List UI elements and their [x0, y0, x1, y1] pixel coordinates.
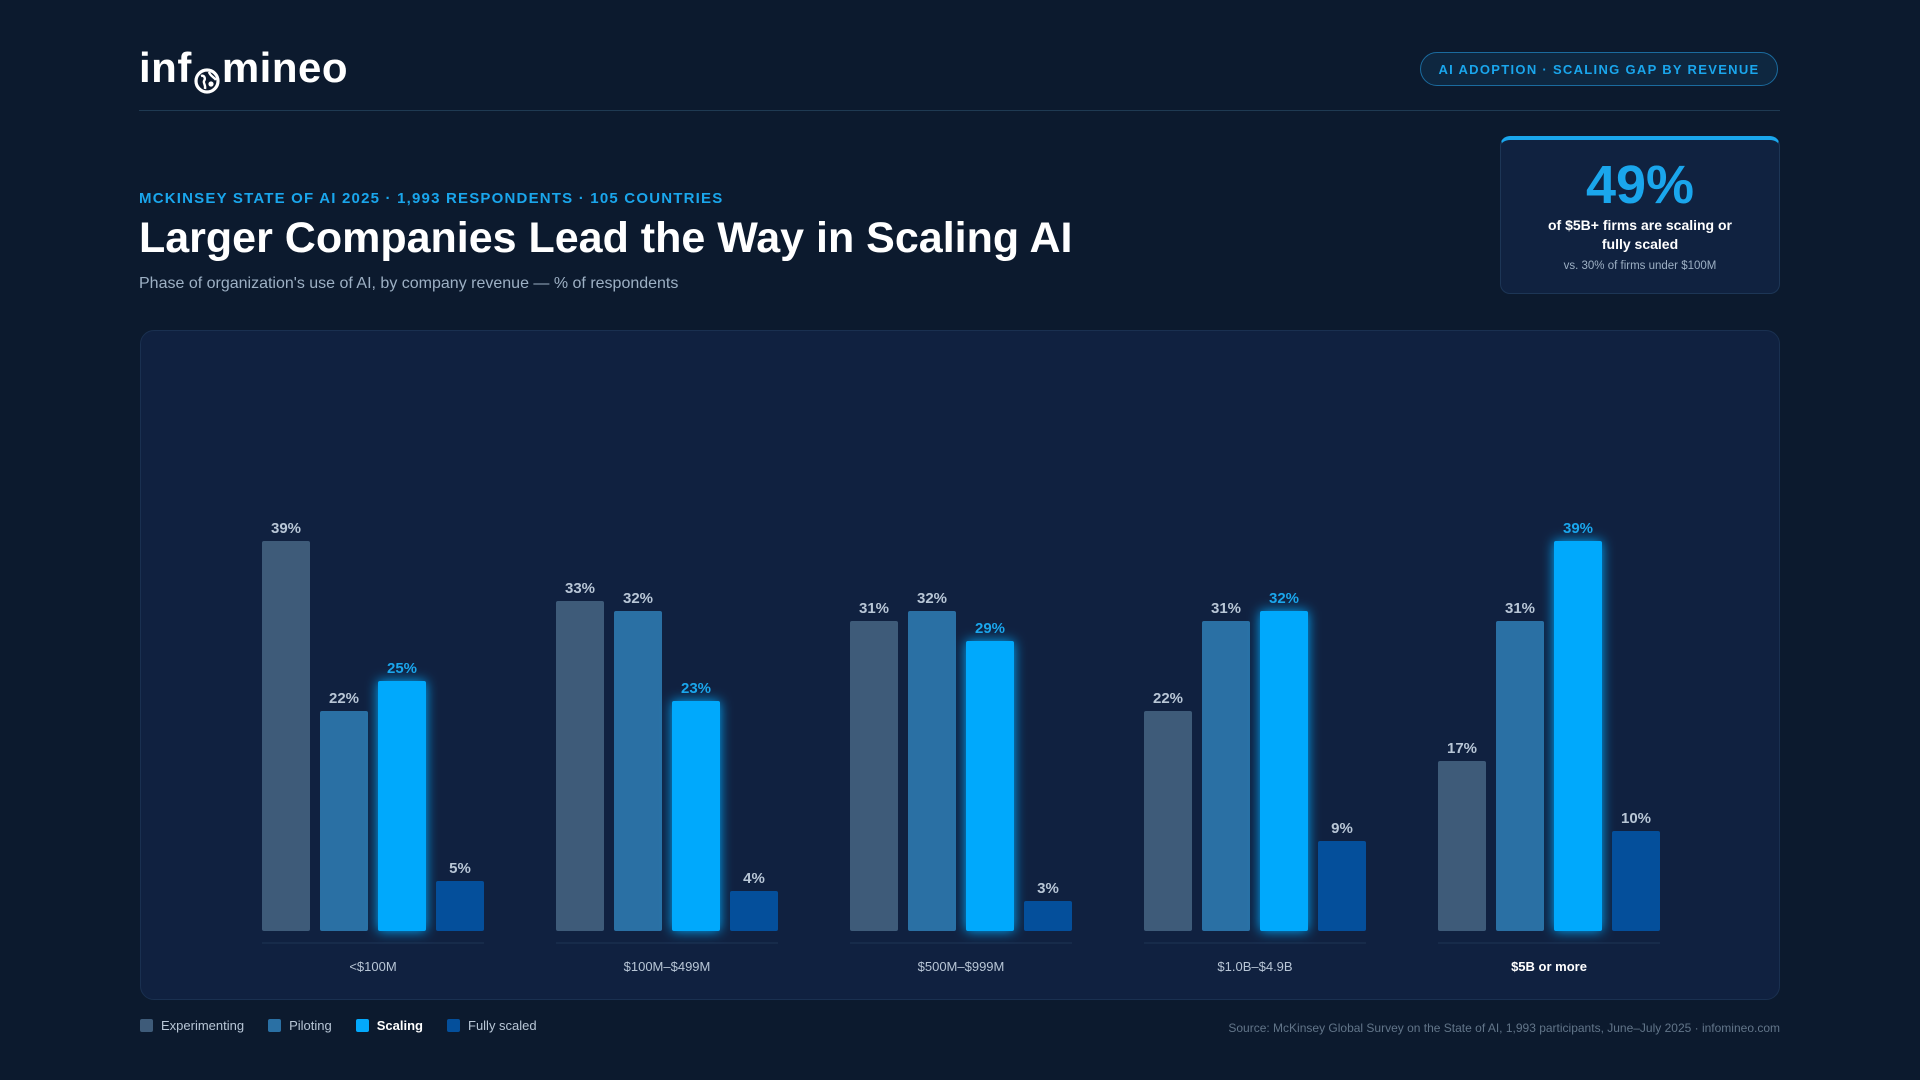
bar-experimenting	[1144, 711, 1192, 931]
legend-item-scaling: Scaling	[355, 1018, 423, 1033]
legend-swatch	[447, 1019, 460, 1032]
bar-experimenting	[1438, 761, 1486, 931]
category-label: <$100M	[349, 959, 396, 974]
bar-chart: 39% 22% 25% 5% <$100M 33% 32% 23% 4% $100M–$499M 3…	[262, 520, 1660, 974]
bar-value-label: 4%	[743, 870, 765, 887]
legend-label: Piloting	[289, 1018, 332, 1033]
kicker: MCKINSEY STATE OF AI 2025 · 1,993 RESPON…	[139, 190, 724, 207]
bar-value-label: 10%	[1621, 810, 1651, 827]
bar-value-label: 39%	[271, 520, 301, 537]
bar-fully-scaled	[436, 881, 484, 931]
globe-icon	[193, 57, 221, 94]
bar-piloting	[1202, 621, 1250, 931]
stat-value: 49%	[1585, 155, 1695, 215]
bar-piloting	[908, 611, 956, 931]
bar-fully-scaled	[1318, 841, 1366, 931]
infomineo-logo[interactable]: inf mineo	[139, 44, 348, 94]
bar-fully-scaled	[730, 891, 778, 931]
legend-swatch	[140, 1019, 153, 1032]
bar-scaling	[1554, 541, 1602, 931]
legend-label: Experimenting	[161, 1018, 245, 1033]
source-note: Source: McKinsey Global Survey on the St…	[1228, 1021, 1780, 1035]
legend-label: Fully scaled	[468, 1018, 537, 1033]
category-label: $1.0B–$4.9B	[1217, 959, 1292, 974]
logo-text-left: inf	[139, 44, 192, 91]
bar-value-label: 32%	[1269, 590, 1299, 607]
legend-item-fully-scaled: Fully scaled	[447, 1018, 537, 1033]
stat-label: of $5B+ firms are scaling or fully scale…	[1547, 217, 1733, 252]
legend-swatch	[355, 1019, 369, 1032]
bar-piloting	[614, 611, 662, 931]
bar-value-label: 9%	[1331, 820, 1353, 837]
bar-value-label: 17%	[1447, 740, 1477, 757]
bar-value-label: 23%	[681, 680, 711, 697]
legend-item-experimenting: Experimenting	[140, 1018, 244, 1033]
stat-note: vs. 30% of firms under $100M	[1563, 260, 1717, 272]
stat-card: 49% of $5B+ firms are scaling or fully s…	[1500, 136, 1780, 294]
topic-tag: AI ADOPTION · SCALING GAP BY REVENUE	[1420, 52, 1778, 86]
bar-value-label: 22%	[329, 690, 359, 707]
category-label: $100M–$499M	[624, 959, 711, 974]
bar-value-label: 32%	[623, 590, 653, 607]
bar-value-label: 39%	[1563, 520, 1593, 537]
bar-scaling	[378, 681, 426, 931]
page-subtitle: Phase of organization's use of AI, by co…	[139, 275, 679, 292]
bar-experimenting	[262, 541, 310, 931]
bar-value-label: 32%	[917, 590, 947, 607]
page-title: Larger Companies Lead the Way in Scaling…	[139, 214, 1073, 262]
bar-value-label: 31%	[1211, 600, 1241, 617]
logo-text-right: mineo	[221, 44, 348, 91]
category-label: $5B or more	[1511, 959, 1587, 974]
legend-item-piloting: Piloting	[268, 1018, 332, 1033]
bar-value-label: 31%	[859, 600, 889, 617]
bar-scaling	[966, 641, 1014, 931]
bar-scaling	[1260, 611, 1308, 931]
chart-legend: Experimenting Piloting Scaling Fully scaled	[140, 1018, 537, 1033]
bar-value-label: 31%	[1505, 600, 1535, 617]
bar-fully-scaled	[1612, 831, 1660, 931]
bar-scaling	[672, 701, 720, 931]
bar-fully-scaled	[1024, 901, 1072, 931]
bar-value-label: 22%	[1153, 690, 1183, 707]
legend-label: Scaling	[376, 1018, 423, 1033]
chart-panel: 39% 22% 25% 5% <$100M 33% 32% 23% 4% $100M–$499M 3…	[140, 330, 1780, 1000]
bar-value-label: 29%	[975, 620, 1005, 637]
bar-value-label: 25%	[387, 660, 417, 677]
bar-experimenting	[850, 621, 898, 931]
bar-value-label: 3%	[1037, 880, 1059, 897]
header-divider	[139, 110, 1780, 111]
bar-experimenting	[556, 601, 604, 931]
bar-piloting	[1496, 621, 1544, 931]
bar-piloting	[320, 711, 368, 931]
legend-swatch	[268, 1019, 282, 1032]
category-label: $500M–$999M	[918, 959, 1005, 974]
bar-value-label: 5%	[449, 860, 471, 877]
bar-value-label: 33%	[565, 580, 595, 597]
